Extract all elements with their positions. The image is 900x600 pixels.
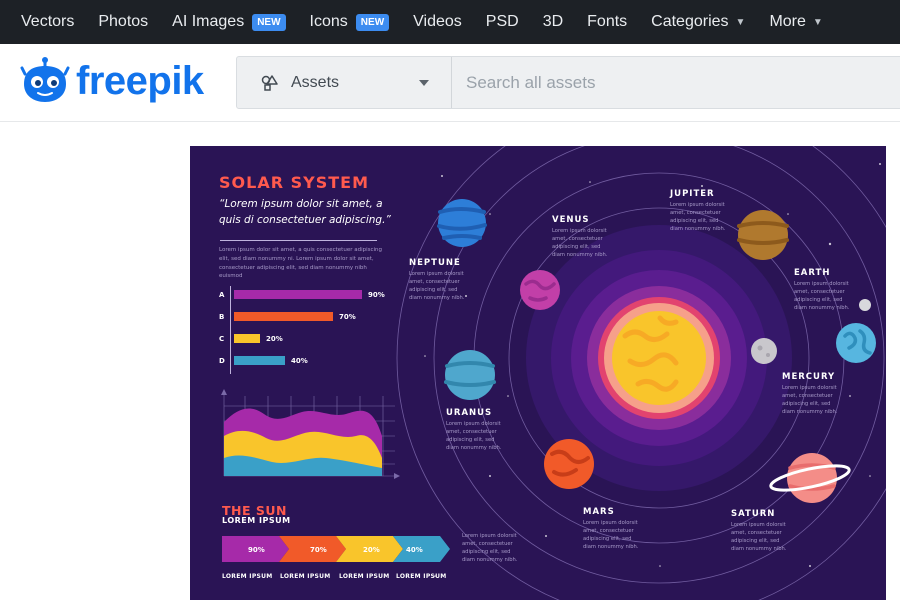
area-chart <box>221 389 400 479</box>
bar-c <box>234 334 260 343</box>
bar-b <box>234 312 333 321</box>
nav-item-categories[interactable]: Categories ▼ <box>651 13 745 31</box>
arrow-chart-note: Lorem ipsum dolorsit amet, consectetuer … <box>462 533 518 564</box>
sun-section-subtitle: LOREM IPSUM <box>222 516 291 525</box>
planet-venus <box>520 270 560 310</box>
freepik-logo[interactable]: freepik <box>20 56 204 106</box>
infographic-title: SOLAR SYSTEM <box>219 173 369 192</box>
chevron-down-icon <box>419 79 429 86</box>
search-input[interactable] <box>452 72 752 93</box>
bar-letter: D <box>219 357 225 365</box>
arrow-caption: LOREM IPSUM <box>280 573 331 580</box>
saturn-text: Lorem ipsum dolorsit amet, consectetuer … <box>731 522 787 553</box>
nav-label: AI Images <box>172 13 245 30</box>
bar-value: 70% <box>339 313 356 321</box>
nav-label: PSD <box>485 13 519 30</box>
nav-item-photos[interactable]: Photos <box>98 13 148 31</box>
shapes-icon <box>261 74 278 91</box>
planet-jupiter <box>738 210 788 260</box>
nav-label: Videos <box>413 13 462 30</box>
nav-item-more[interactable]: More ▼ <box>769 13 822 31</box>
nav-label: Categories <box>651 13 729 30</box>
planet-saturn <box>787 453 837 503</box>
mars-text: Lorem ipsum dolorsit amet, consectetuer … <box>583 520 639 551</box>
nav-item-fonts[interactable]: Fonts <box>587 13 627 31</box>
solar-system-artwork <box>221 146 886 600</box>
asset-type-dropdown[interactable]: Assets <box>237 57 452 108</box>
divider <box>220 240 377 241</box>
chevron-down-icon: ▼ <box>735 16 746 28</box>
neptune-text: Lorem ipsum dolorsit amet, consectetuer … <box>409 271 465 302</box>
arrow-caption: LOREM IPSUM <box>396 573 447 580</box>
arrow-caption: LOREM IPSUM <box>222 573 273 580</box>
freepik-mascot-icon <box>20 57 70 102</box>
bar-letter: B <box>219 313 225 321</box>
bar-chart-axis <box>230 286 231 374</box>
bar-value: 90% <box>368 291 385 299</box>
nav-item-psd[interactable]: PSD <box>486 13 519 31</box>
label-mars: MARS <box>583 507 615 517</box>
infographic-quote: “Lorem ipsum dolor sit amet, a quis di c… <box>219 198 391 227</box>
nav-label: Fonts <box>587 13 628 30</box>
bar-letter: A <box>219 291 225 299</box>
uranus-text: Lorem ipsum dolorsit amet, consectetuer … <box>446 421 502 452</box>
label-earth: EARTH <box>794 268 831 278</box>
bar-letter: C <box>219 335 225 343</box>
bar-value: 20% <box>266 335 283 343</box>
earth-text: Lorem ipsum dolorsit amet, consectetuer … <box>794 281 850 312</box>
nav-item-icons[interactable]: Icons NEW <box>310 13 390 31</box>
jupiter-text: Lorem ipsum dolorsit amet, consectetuer … <box>670 202 726 233</box>
arrow-value: 90% <box>248 546 265 554</box>
new-badge: NEW <box>252 13 286 31</box>
logo-wordmark: freepik <box>76 59 204 103</box>
nav-label: 3D <box>542 13 564 30</box>
label-neptune: NEPTUNE <box>409 258 461 268</box>
site-header: freepik Assets <box>0 44 900 122</box>
search-bar: Assets <box>236 56 900 109</box>
label-uranus: URANUS <box>446 408 493 418</box>
sun-section-title: THE SUN <box>222 503 287 518</box>
venus-text: Lorem ipsum dolorsit amet, consectetuer … <box>552 228 608 259</box>
nav-label: Icons <box>309 13 348 30</box>
nav-label: Photos <box>98 13 149 30</box>
bar-a <box>234 290 362 299</box>
nav-label: More <box>769 13 806 30</box>
bar-d <box>234 356 285 365</box>
planet-mars <box>544 439 594 489</box>
asset-type-label: Assets <box>291 73 340 91</box>
label-jupiter: JUPITER <box>670 189 715 199</box>
arrow-value: 70% <box>310 546 327 554</box>
chevron-down-icon: ▼ <box>812 16 823 28</box>
nav-item-vectors[interactable]: Vectors <box>21 13 74 31</box>
nav-label: Vectors <box>21 13 75 30</box>
nav-item-3d[interactable]: 3D <box>543 13 563 31</box>
planet-mercury <box>751 338 777 364</box>
top-navigation: Vectors Photos AI Images NEW Icons NEW Vid… <box>0 0 900 44</box>
bar-value: 40% <box>291 357 308 365</box>
label-venus: VENUS <box>552 215 590 225</box>
arrow-caption: LOREM IPSUM <box>339 573 390 580</box>
nav-item-videos[interactable]: Videos <box>413 13 462 31</box>
nav-item-ai-images[interactable]: AI Images NEW <box>172 13 286 31</box>
label-saturn: SATURN <box>731 509 776 519</box>
solar-system-infographic[interactable]: SOLAR SYSTEM “Lorem ipsum dolor sit amet… <box>190 146 886 600</box>
intro-text: Lorem ipsum dolor sit amet, a quis conse… <box>219 247 383 280</box>
mercury-text: Lorem ipsum dolorsit amet, consectetuer … <box>782 385 838 416</box>
planet-neptune <box>438 199 486 247</box>
arrow-value: 40% <box>406 546 423 554</box>
new-badge: NEW <box>355 13 390 31</box>
label-mercury: MERCURY <box>782 372 836 382</box>
planet-uranus <box>445 350 495 400</box>
arrow-value: 20% <box>363 546 380 554</box>
arrow-chart <box>222 536 450 562</box>
